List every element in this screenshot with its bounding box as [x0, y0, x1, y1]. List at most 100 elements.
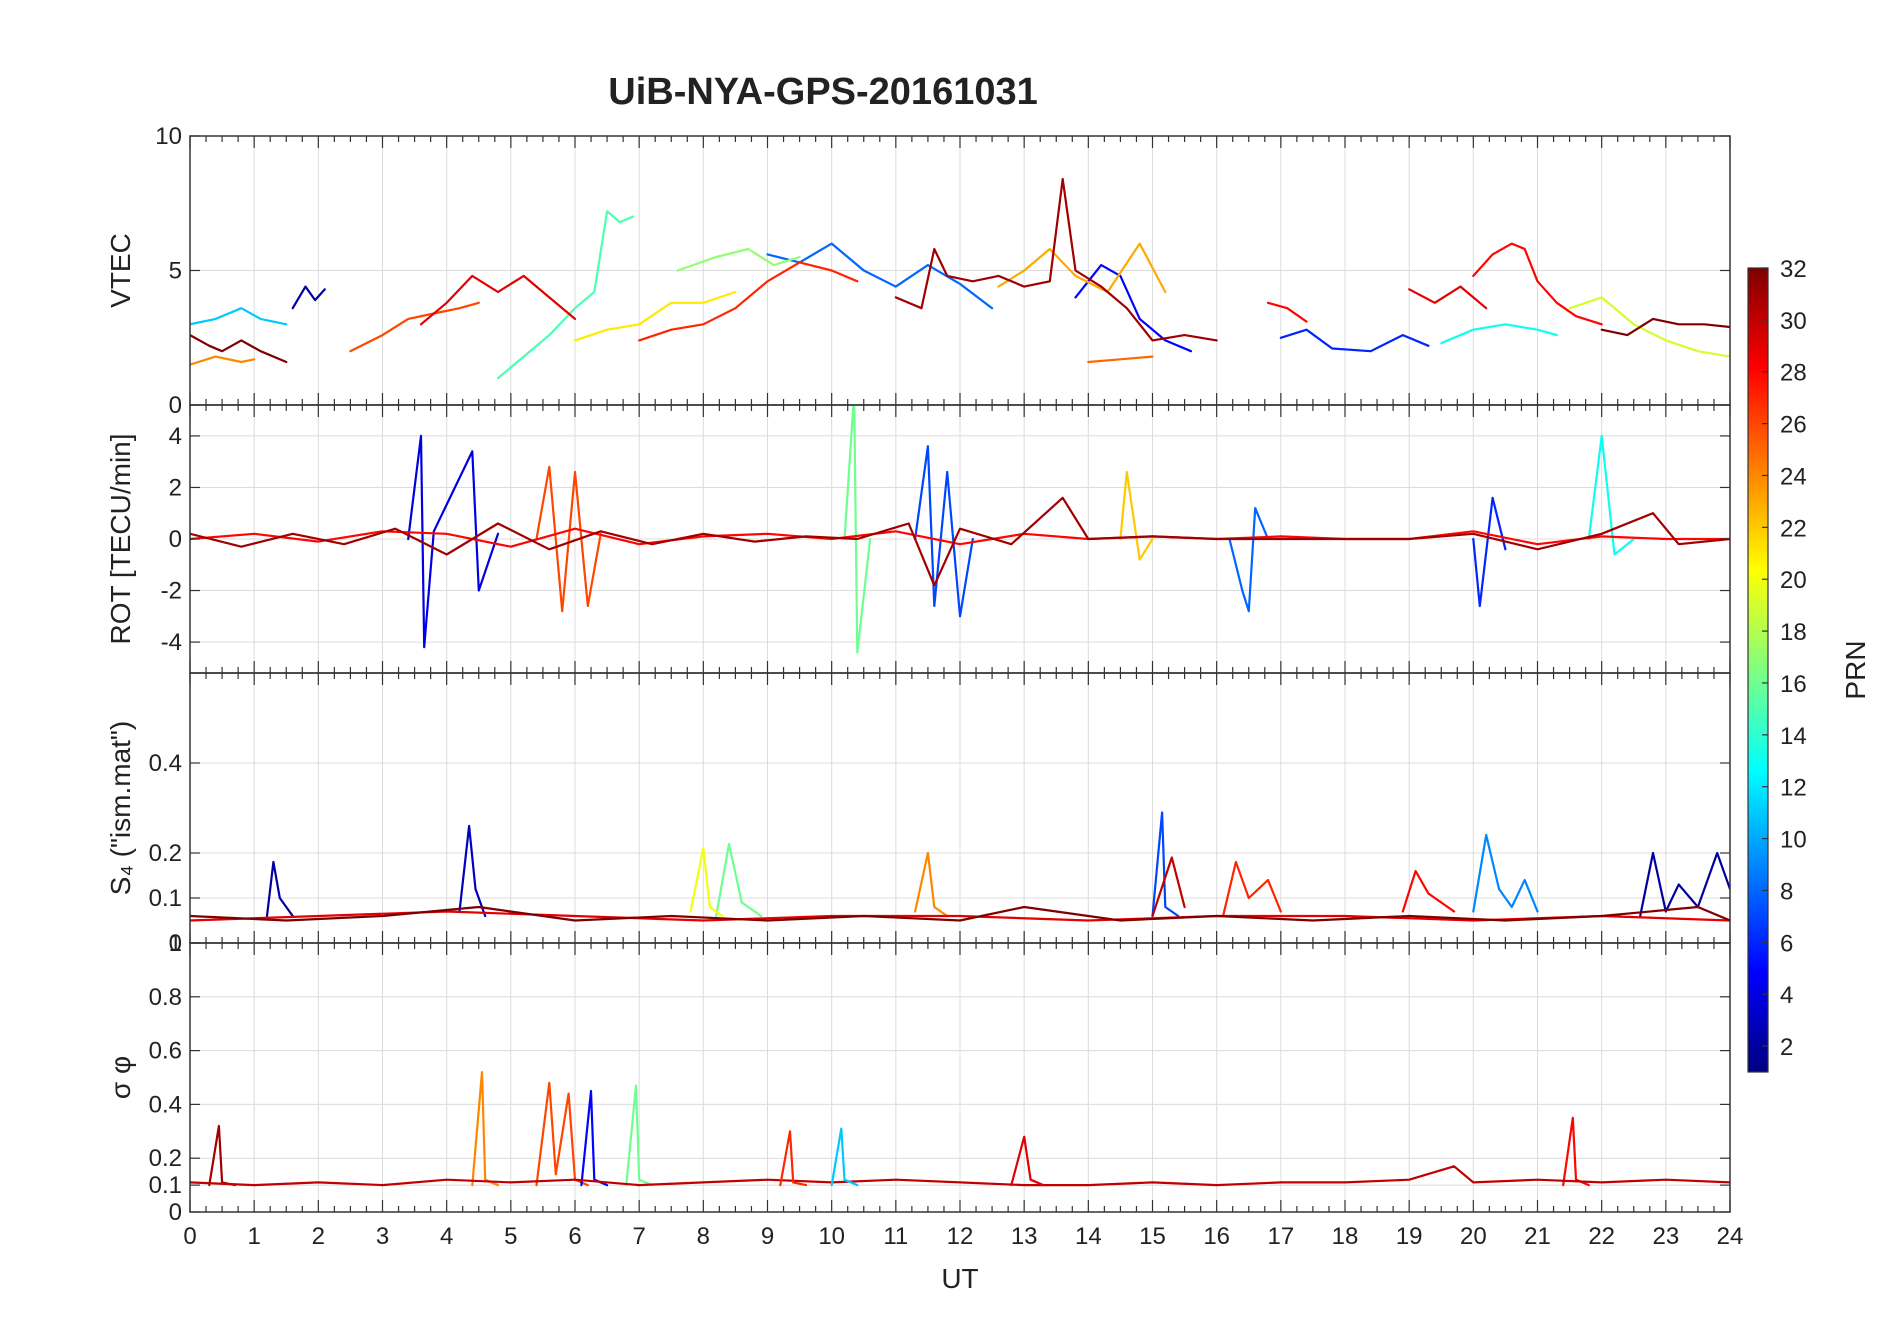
- vtec-series-prn-21: [573, 290, 737, 342]
- colorbar-tick-label: 12: [1780, 775, 1807, 802]
- rot-ytick-label: 0: [169, 526, 182, 553]
- rot-series-prn-28: [190, 527, 1730, 548]
- x-tick-label: 23: [1652, 1223, 1679, 1250]
- vtec-series-prn-32: [1600, 317, 1730, 337]
- s4-grid: [189, 673, 1731, 944]
- colorbar-tick-label: 4: [1780, 982, 1793, 1009]
- sigma-ytick-label: 0.1: [149, 1172, 182, 1199]
- colorbar-tick-label: 18: [1780, 619, 1807, 646]
- sigma-ytick-label: 0.4: [149, 1091, 182, 1118]
- x-tick-label: 11: [883, 1223, 908, 1250]
- sigma-ytick-label: 1: [169, 930, 182, 957]
- panel-s4: 0 0.1 0.2 0.4 S₄ ("ism.mat"): [105, 672, 1731, 957]
- vtec-series-prn-2: [291, 285, 326, 310]
- vtec-series-prn-6: [1279, 328, 1430, 353]
- sigma-grid: [189, 942, 1731, 1213]
- sigma-ytick-label: 0.2: [149, 1145, 182, 1172]
- sigma-ylabel: σ φ: [105, 1056, 136, 1099]
- colorbar-tick-label: 22: [1780, 515, 1807, 542]
- s4-ytick-label: 0.2: [149, 840, 182, 867]
- rot-series: [190, 405, 1730, 654]
- vtec-series-prn-19: [1568, 296, 1730, 358]
- sigma-series-prn-28: [1562, 1116, 1590, 1187]
- rot-series-prn-6: [1472, 496, 1507, 608]
- x-tick-label: 9: [761, 1223, 774, 1250]
- x-tick-label: 6: [568, 1223, 581, 1250]
- colorbar-label: PRN: [1840, 640, 1871, 699]
- sigma-series-prn-31: [208, 1124, 236, 1187]
- x-tick-label: 1: [247, 1223, 260, 1250]
- vtec-series-prn-28: [1472, 242, 1603, 326]
- vtec-ticks: 0 5 10: [155, 123, 1731, 419]
- vtec-series: [190, 177, 1730, 380]
- x-tick-label: 24: [1717, 1223, 1744, 1250]
- vtec-series-prn-29: [419, 274, 577, 326]
- vtec-series-prn-32: [190, 334, 288, 364]
- x-tick-label: 21: [1524, 1223, 1551, 1250]
- x-tick-label: 15: [1139, 1223, 1166, 1250]
- s4-series-prn-29: [190, 910, 1730, 922]
- x-tick-label: 4: [440, 1223, 453, 1250]
- x-tick-label: 3: [376, 1223, 389, 1250]
- s4-series-prn-27: [1222, 860, 1282, 918]
- rot-ytick-label: -2: [161, 578, 182, 605]
- rot-series-prn-16: [843, 405, 872, 654]
- colorbar-tick-label: 14: [1780, 723, 1807, 750]
- x-tick-label: 2: [312, 1223, 325, 1250]
- x-tick-label: 7: [632, 1223, 645, 1250]
- rot-series-prn-4: [407, 434, 500, 649]
- s4-series-prn-28: [1401, 869, 1456, 913]
- vtec-series-prn-15: [496, 210, 634, 380]
- vtec-series-prn-5: [1074, 264, 1193, 353]
- colorbar-tick-label: 30: [1780, 308, 1807, 335]
- s4-ytick-label: 0: [169, 930, 182, 957]
- rot-series-prn-22: [1119, 470, 1154, 561]
- sigma-series-prn-30: [190, 1165, 1730, 1187]
- s4-series-prn-24: [914, 851, 949, 918]
- sigma-series-prn-24: [471, 1071, 500, 1187]
- vtec-series-prn-17: [676, 247, 801, 272]
- x-tick-label: 13: [1011, 1223, 1038, 1250]
- x-tick-label: 14: [1075, 1223, 1102, 1250]
- sigma-series-prn-5: [580, 1089, 609, 1187]
- rot-ytick-label: 2: [169, 474, 182, 501]
- s4-series-prn-16: [715, 842, 763, 918]
- panel-sigma: 00.10.20.40.60.81 σ φ: [105, 930, 1731, 1226]
- rot-ticks: -4 -2 0 2 4: [161, 405, 1731, 673]
- rot-ylabel: ROT [TECU/min]: [105, 433, 136, 644]
- s4-series-prn-32: [190, 905, 1730, 922]
- x-tick-label: 22: [1588, 1223, 1615, 1250]
- vtec-series-prn-29: [1408, 285, 1488, 310]
- s4-ylabel: S₄ ("ism.mat"): [105, 721, 136, 895]
- sigma-series-prn-29: [1010, 1135, 1045, 1187]
- vtec-ytick-label: 10: [155, 123, 182, 150]
- x-tick-label: 20: [1460, 1223, 1487, 1250]
- vtec-ytick-label: 5: [169, 258, 182, 285]
- x-tick-label: 5: [504, 1223, 517, 1250]
- sigma-series-prn-16: [625, 1084, 654, 1187]
- s4-series-prn-3: [458, 824, 487, 918]
- x-axis-ticks: 0 1 2 3 4 5 6 7 8 9 10 11 12 13 14 15 16 17 18 19 20 21 22 23 24: [183, 1223, 1743, 1250]
- vtec-series-prn-28: [1266, 301, 1308, 323]
- rot-series-prn-8: [1228, 507, 1270, 613]
- sigma-series-prn-26: [535, 1081, 589, 1187]
- x-tick-label: 16: [1203, 1223, 1230, 1250]
- vtec-series-prn-25: [1087, 355, 1154, 364]
- vtec-ylabel: VTEC: [105, 233, 136, 308]
- sigma-ytick-label: 0.8: [149, 984, 182, 1011]
- colorbar-tick-label: 8: [1780, 878, 1793, 905]
- chart-title: UiB-NYA-GPS-20161031: [608, 71, 1037, 113]
- sigma-ytick-label: 0: [169, 1199, 182, 1226]
- vtec-grid: [189, 135, 1731, 406]
- s4-series-prn-2: [265, 860, 294, 918]
- rot-ytick-label: -4: [161, 629, 182, 656]
- colorbar-tick-label: 6: [1780, 930, 1793, 957]
- vtec-series-prn-13: [1440, 323, 1558, 345]
- sigma-series-prn-27: [779, 1130, 808, 1187]
- panel-vtec: 0 5 10 VTEC: [105, 123, 1731, 419]
- vtec-series-prn-11: [190, 307, 288, 326]
- s4-ytick-label: 0.4: [149, 750, 182, 777]
